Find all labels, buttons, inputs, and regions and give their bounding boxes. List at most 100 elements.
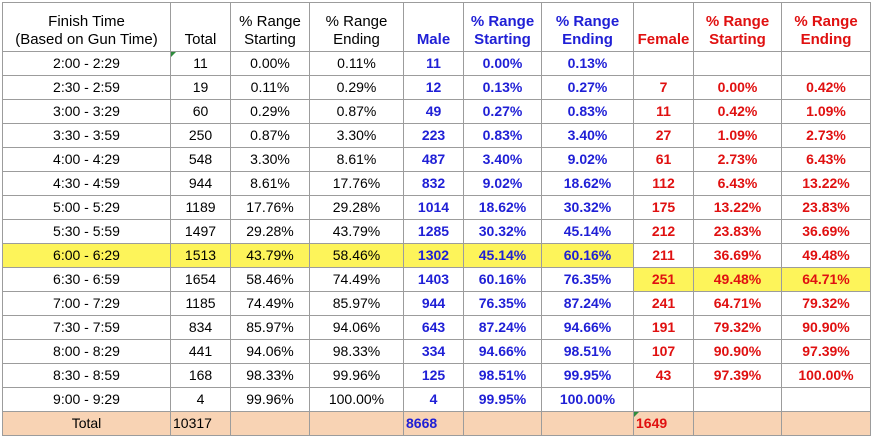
cell-female: 241 xyxy=(633,291,694,316)
cell-female-range-starting xyxy=(693,51,782,76)
cell-range-starting: 0.11% xyxy=(230,75,310,100)
cell-female-range-ending xyxy=(781,51,871,76)
total-empty xyxy=(541,411,634,436)
header-finish-time: Finish Time (Based on Gun Time) xyxy=(2,2,171,52)
cell-male: 487 xyxy=(403,147,464,172)
cell-male: 1403 xyxy=(403,267,464,292)
cell-male-range-starting: 87.24% xyxy=(463,315,542,340)
cell-total: 1189 xyxy=(170,195,231,220)
cell-finish-time: 4:30 - 4:59 xyxy=(2,171,171,196)
cell-female-range-ending: 13.22% xyxy=(781,171,871,196)
cell-finish-time: 4:00 - 4:29 xyxy=(2,147,171,172)
cell-male-range-ending: 100.00% xyxy=(541,387,634,412)
cell-male-range-ending: 45.14% xyxy=(541,219,634,244)
header-male-range-starting: % Range Starting xyxy=(463,2,542,52)
cell-male: 334 xyxy=(403,339,464,364)
cell-female: 212 xyxy=(633,219,694,244)
cell-male-range-ending: 30.32% xyxy=(541,195,634,220)
cell-female-range-starting: 13.22% xyxy=(693,195,782,220)
cell-finish-time: 3:30 - 3:59 xyxy=(2,123,171,148)
cell-male-range-ending: 0.13% xyxy=(541,51,634,76)
cell-female: 43 xyxy=(633,363,694,388)
cell-total: 441 xyxy=(170,339,231,364)
total-count: 10317 xyxy=(170,411,231,436)
cell-female: 191 xyxy=(633,315,694,340)
cell-total: 1497 xyxy=(170,219,231,244)
cell-finish-time: 6:30 - 6:59 xyxy=(2,267,171,292)
cell-male-range-ending: 9.02% xyxy=(541,147,634,172)
cell-finish-time: 8:30 - 8:59 xyxy=(2,363,171,388)
table-row: 5:00 - 5:29 1189 17.76% 29.28% 1014 18.62% 30.… xyxy=(2,195,871,220)
cell-range-starting: 85.97% xyxy=(230,315,310,340)
header-male: Male xyxy=(403,2,464,52)
cell-male-range-starting: 60.16% xyxy=(463,267,542,292)
total-row: Total 10317 8668 1649 xyxy=(2,411,871,436)
total-empty xyxy=(781,411,871,436)
cell-female-range-starting: 0.00% xyxy=(693,75,782,100)
table-row: 6:30 - 6:59 1654 58.46% 74.49% 1403 60.16% 76.… xyxy=(2,267,871,292)
cell-female-range-starting: 90.90% xyxy=(693,339,782,364)
cell-male-range-starting: 99.95% xyxy=(463,387,542,412)
cell-range-ending: 58.46% xyxy=(309,243,404,268)
cell-female: 211 xyxy=(633,243,694,268)
cell-male: 125 xyxy=(403,363,464,388)
cell-male-range-ending: 76.35% xyxy=(541,267,634,292)
cell-male: 223 xyxy=(403,123,464,148)
cell-female: 112 xyxy=(633,171,694,196)
table-row: 5:30 - 5:59 1497 29.28% 43.79% 1285 30.32% 45.… xyxy=(2,219,871,244)
cell-male-range-starting: 0.83% xyxy=(463,123,542,148)
cell-range-ending: 8.61% xyxy=(309,147,404,172)
table-row: 2:30 - 2:59 19 0.11% 0.29% 12 0.13% 0.27% 7 0.00… xyxy=(2,75,871,100)
cell-male-range-starting: 98.51% xyxy=(463,363,542,388)
cell-female: 61 xyxy=(633,147,694,172)
cell-male-range-ending: 99.95% xyxy=(541,363,634,388)
cell-male: 1302 xyxy=(403,243,464,268)
header-female: Female xyxy=(633,2,694,52)
cell-female-range-starting: 79.32% xyxy=(693,315,782,340)
cell-female-range-ending: 2.73% xyxy=(781,123,871,148)
cell-female-range-starting: 97.39% xyxy=(693,363,782,388)
cell-range-starting: 99.96% xyxy=(230,387,310,412)
cell-range-starting: 8.61% xyxy=(230,171,310,196)
cell-female: 27 xyxy=(633,123,694,148)
cell-finish-time: 5:30 - 5:59 xyxy=(2,219,171,244)
cell-range-ending: 100.00% xyxy=(309,387,404,412)
table-row: 4:00 - 4:29 548 3.30% 8.61% 487 3.40% 9.02% 61 2… xyxy=(2,147,871,172)
cell-total: 548 xyxy=(170,147,231,172)
cell-male-range-starting: 0.13% xyxy=(463,75,542,100)
header-range-starting: % Range Starting xyxy=(230,2,310,52)
table-row: 3:00 - 3:29 60 0.29% 0.87% 49 0.27% 0.83% 11 0.4… xyxy=(2,99,871,124)
cell-female: 175 xyxy=(633,195,694,220)
cell-male: 11 xyxy=(403,51,464,76)
cell-male-range-starting: 76.35% xyxy=(463,291,542,316)
cell-female: 107 xyxy=(633,339,694,364)
cell-male: 1014 xyxy=(403,195,464,220)
table-row: 9:00 - 9:29 4 99.96% 100.00% 4 99.95% 100.00% xyxy=(2,387,871,412)
cell-range-starting: 98.33% xyxy=(230,363,310,388)
cell-finish-time: 7:00 - 7:29 xyxy=(2,291,171,316)
cell-male-range-starting: 18.62% xyxy=(463,195,542,220)
cell-total: 944 xyxy=(170,171,231,196)
cell-male-range-starting: 3.40% xyxy=(463,147,542,172)
header-female-range-starting: % Range Starting xyxy=(693,2,782,52)
cell-male-range-ending: 98.51% xyxy=(541,339,634,364)
cell-male: 944 xyxy=(403,291,464,316)
cell-range-starting: 58.46% xyxy=(230,267,310,292)
cell-range-starting: 0.00% xyxy=(230,51,310,76)
cell-male-range-ending: 0.83% xyxy=(541,99,634,124)
cell-female-range-starting: 2.73% xyxy=(693,147,782,172)
cell-female-range-ending: 0.42% xyxy=(781,75,871,100)
cell-female: 7 xyxy=(633,75,694,100)
cell-female-range-ending: 79.32% xyxy=(781,291,871,316)
cell-male: 832 xyxy=(403,171,464,196)
cell-male-range-starting: 0.27% xyxy=(463,99,542,124)
cell-range-starting: 74.49% xyxy=(230,291,310,316)
cell-total: 4 xyxy=(170,387,231,412)
table-row: 8:30 - 8:59 168 98.33% 99.96% 125 98.51% 99.95… xyxy=(2,363,871,388)
cell-female: 251 xyxy=(633,267,694,292)
cell-total: 168 xyxy=(170,363,231,388)
table-row: 6:00 - 6:29 1513 43.79% 58.46% 1302 45.14% 60.… xyxy=(2,243,871,268)
table-row: 4:30 - 4:59 944 8.61% 17.76% 832 9.02% 18.62% 1… xyxy=(2,171,871,196)
cell-range-ending: 0.87% xyxy=(309,99,404,124)
